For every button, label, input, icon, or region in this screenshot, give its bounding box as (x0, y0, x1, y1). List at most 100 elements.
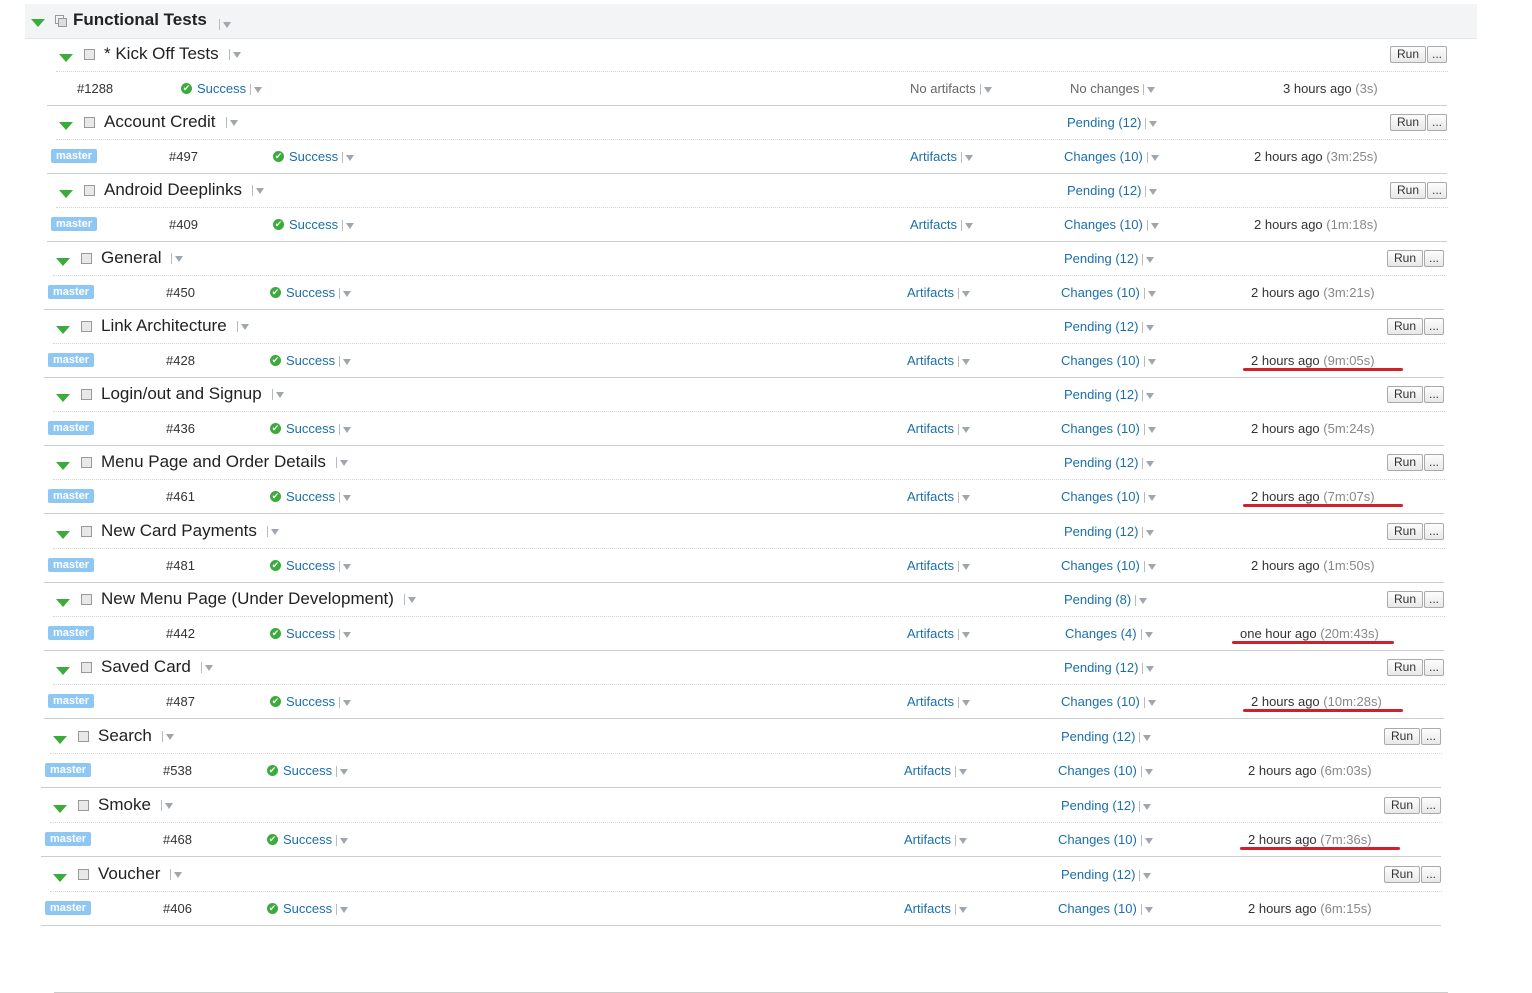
collapse-toggle-icon[interactable] (56, 663, 70, 678)
pending-changes-text[interactable]: Pending (12) (1061, 729, 1136, 744)
build-status-link[interactable]: ✔ Success (267, 901, 349, 916)
artifacts-text[interactable]: Artifacts (910, 149, 957, 164)
changes-link[interactable]: Changes (10) (1061, 558, 1156, 573)
pending-changes-dropdown-icon[interactable] (1141, 115, 1158, 130)
artifacts-link[interactable]: Artifacts (907, 285, 970, 300)
build-status-text[interactable]: Success (289, 149, 339, 164)
run-options-button[interactable]: ... (1427, 46, 1448, 63)
pending-changes-link[interactable]: Pending (12) (1064, 319, 1155, 334)
collapse-toggle-icon[interactable] (56, 527, 70, 542)
run-options-button[interactable]: ... (1421, 866, 1442, 883)
changes-dropdown-icon[interactable] (1140, 489, 1156, 504)
collapse-toggle-icon[interactable] (53, 732, 67, 747)
build-config-name[interactable]: Link Architecture (101, 316, 249, 336)
changes-dropdown-icon[interactable] (1140, 353, 1156, 368)
changes-text[interactable]: Changes (10) (1061, 558, 1140, 573)
run-options-button[interactable]: ... (1424, 318, 1445, 335)
pending-changes-text[interactable]: Pending (12) (1064, 387, 1139, 402)
build-status-link[interactable]: ✔ Success (270, 353, 352, 368)
build-status-dropdown-icon[interactable] (246, 81, 263, 96)
changes-link[interactable]: Changes (10) (1061, 421, 1156, 436)
build-number[interactable]: #461 (166, 489, 195, 504)
build-status-text[interactable]: Success (286, 353, 336, 368)
run-options-button[interactable]: ... (1427, 114, 1448, 131)
pending-changes-text[interactable]: Pending (12) (1061, 867, 1136, 882)
build-status-text[interactable]: Success (286, 558, 336, 573)
run-button[interactable]: Run (1387, 454, 1424, 471)
build-status-text[interactable]: Success (283, 901, 333, 916)
build-status-dropdown-icon[interactable] (335, 558, 352, 573)
artifacts-text[interactable]: Artifacts (904, 901, 951, 916)
pending-changes-text[interactable]: Pending (12) (1061, 798, 1136, 813)
pending-changes-link[interactable]: Pending (12) (1064, 524, 1155, 539)
run-button-group[interactable]: Run... (1387, 659, 1445, 676)
changes-link[interactable]: Changes (10) (1061, 489, 1156, 504)
changes-dropdown-icon[interactable] (1137, 901, 1153, 916)
build-number[interactable]: #428 (166, 353, 195, 368)
artifacts-dropdown-icon[interactable] (957, 149, 973, 164)
changes-dropdown-icon[interactable] (1143, 149, 1159, 164)
build-number[interactable]: #442 (166, 626, 195, 641)
artifacts-text[interactable]: Artifacts (907, 285, 954, 300)
build-config-menu-dropdown-icon[interactable] (167, 248, 184, 268)
artifacts-text[interactable]: Artifacts (907, 626, 954, 641)
run-options-button[interactable]: ... (1421, 728, 1442, 745)
artifacts-text[interactable]: Artifacts (904, 832, 951, 847)
build-status-dropdown-icon[interactable] (335, 626, 352, 641)
build-config-name[interactable]: Search (98, 726, 174, 746)
artifacts-text[interactable]: Artifacts (907, 694, 954, 709)
run-button-group[interactable]: Run... (1384, 728, 1442, 745)
pending-changes-dropdown-icon[interactable] (1135, 867, 1152, 882)
build-config-name[interactable]: Login/out and Signup (101, 384, 284, 404)
changes-dropdown-icon[interactable] (1137, 832, 1153, 847)
build-status-link[interactable]: ✔ Success (270, 558, 352, 573)
pending-changes-dropdown-icon[interactable] (1141, 183, 1158, 198)
build-number[interactable]: #409 (169, 217, 198, 232)
build-config-menu-dropdown-icon[interactable] (157, 795, 173, 815)
build-config-menu-dropdown-icon[interactable] (400, 589, 416, 609)
pending-changes-text[interactable]: Pending (12) (1064, 251, 1139, 266)
build-number[interactable]: #468 (163, 832, 192, 847)
build-status-dropdown-icon[interactable] (335, 285, 352, 300)
build-config-menu-dropdown-icon[interactable] (158, 726, 174, 746)
changes-text[interactable]: Changes (10) (1061, 489, 1140, 504)
build-status-dropdown-icon[interactable] (332, 901, 349, 916)
build-config-name-text[interactable]: New Card Payments (101, 521, 257, 540)
build-config-name[interactable]: General (101, 248, 184, 268)
build-status-dropdown-icon[interactable] (335, 694, 352, 709)
changes-link[interactable]: Changes (10) (1058, 832, 1153, 847)
artifacts-dropdown-icon[interactable] (954, 285, 970, 300)
build-number[interactable]: #538 (163, 763, 192, 778)
build-number[interactable]: #406 (163, 901, 192, 916)
changes-dropdown-icon[interactable] (1143, 217, 1159, 232)
run-options-button[interactable]: ... (1424, 659, 1445, 676)
changes-link[interactable]: Changes (10) (1061, 694, 1156, 709)
pending-changes-text[interactable]: Pending (12) (1064, 660, 1139, 675)
build-config-name-text[interactable]: Saved Card (101, 657, 191, 676)
build-config-menu-dropdown-icon[interactable] (222, 112, 238, 132)
collapse-toggle-icon[interactable] (56, 254, 70, 269)
pending-changes-dropdown-icon[interactable] (1138, 455, 1155, 470)
changes-dropdown-icon[interactable] (1137, 626, 1153, 641)
build-status-dropdown-icon[interactable] (335, 353, 352, 368)
collapse-toggle-icon[interactable] (59, 50, 73, 65)
pending-changes-link[interactable]: Pending (12) (1061, 798, 1152, 813)
changes-link[interactable]: Changes (10) (1064, 149, 1159, 164)
pending-changes-text[interactable]: Pending (12) (1064, 524, 1139, 539)
build-config-menu-dropdown-icon[interactable] (263, 521, 279, 541)
collapse-toggle-icon[interactable] (59, 118, 73, 133)
artifacts-dropdown-icon[interactable] (951, 763, 967, 778)
artifacts-link[interactable]: Artifacts (907, 489, 970, 504)
build-status-link[interactable]: ✔ Success (267, 763, 349, 778)
artifacts-text[interactable]: Artifacts (907, 353, 954, 368)
build-number[interactable]: #481 (166, 558, 195, 573)
artifacts-dropdown-icon[interactable] (951, 901, 967, 916)
pending-changes-dropdown-icon[interactable] (1138, 387, 1155, 402)
build-status-link[interactable]: ✔ Success (267, 832, 349, 847)
build-status-link[interactable]: ✔ Success (181, 81, 263, 96)
build-status-text[interactable]: Success (286, 694, 336, 709)
artifacts-dropdown-icon[interactable] (976, 81, 992, 96)
collapse-toggle-icon[interactable] (56, 390, 70, 405)
run-button[interactable]: Run (1390, 46, 1427, 63)
pending-changes-text[interactable]: Pending (12) (1064, 319, 1139, 334)
